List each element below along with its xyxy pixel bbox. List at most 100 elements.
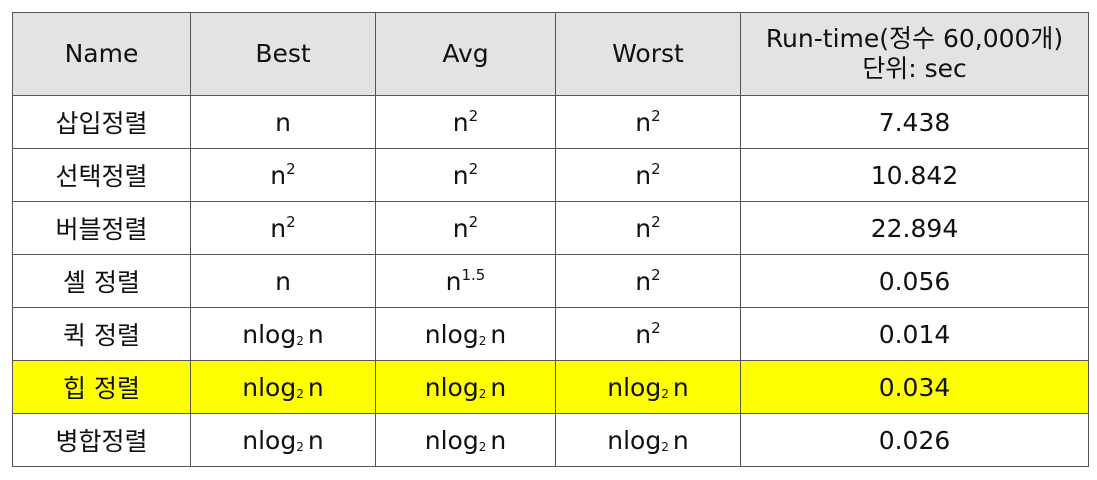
superscript: 2: [651, 213, 661, 231]
header-cell: Best: [190, 12, 376, 96]
subscript: 2: [478, 333, 487, 348]
cell-text: 0.014: [878, 319, 951, 349]
table-cell: 0.026: [740, 413, 1089, 467]
cell-text: nlog: [424, 372, 479, 402]
cell-text: 22.894: [870, 213, 959, 243]
header-line: 단위: sec: [862, 54, 967, 83]
subscript: 2: [296, 386, 304, 401]
table-cell: 삽입정렬: [12, 95, 191, 149]
cell-text: 0.034: [878, 372, 951, 402]
table-row: 셸 정렬 n n1.5 n2 0.056: [12, 254, 1089, 308]
cell-text: Best: [255, 39, 311, 68]
table-cell: nlog2 n: [375, 413, 556, 467]
cell-text: nlog: [424, 425, 479, 455]
cell-text: n: [307, 319, 324, 349]
cell-text: 0.056: [878, 266, 951, 296]
table-cell: 힙 정렬: [12, 360, 191, 414]
cell-text: n: [270, 214, 287, 243]
cell-text: n: [635, 267, 652, 296]
cell-text: 버블정렬: [55, 215, 148, 244]
table-cell: 22.894: [740, 201, 1089, 255]
cell-text: n: [445, 267, 462, 296]
table-cell: n: [190, 254, 376, 308]
table-cell: n: [190, 95, 376, 149]
superscript: 1.5: [461, 266, 486, 284]
table-cell: n2: [555, 201, 741, 255]
header-row: Name Best Avg Worst Run-time(정수 60,000개) 단위: …: [12, 12, 1089, 96]
cell-text: nlog: [242, 372, 297, 402]
table-cell: n2: [375, 148, 556, 202]
cell-text: n: [672, 372, 689, 402]
superscript: 2: [651, 319, 661, 337]
table-cell: nlog2 n: [190, 413, 376, 467]
table-cell: 퀵 정렬: [12, 307, 191, 361]
table-cell: nlog2 n: [190, 307, 376, 361]
superscript: 2: [468, 160, 479, 178]
table-cell: nlog2 n: [375, 307, 556, 361]
subscript: 2: [661, 439, 669, 454]
table-cell: n2: [555, 307, 741, 361]
superscript: 2: [651, 160, 661, 178]
cell-text: n: [307, 425, 324, 455]
table-cell: 0.056: [740, 254, 1089, 308]
cell-text: Worst: [612, 39, 684, 68]
table-cell: nlog2 n: [555, 413, 741, 467]
cell-text: Avg: [442, 39, 489, 68]
cell-text: n: [275, 107, 291, 137]
table-row: 버블정렬 n2 n2 n2 22.894: [12, 201, 1089, 255]
cell-text: nlog: [242, 425, 297, 455]
table-cell: 선택정렬: [12, 148, 191, 202]
table-cell: n1.5: [375, 254, 556, 308]
cell-text: n: [635, 108, 652, 137]
cell-text: 셸 정렬: [63, 268, 140, 297]
subscript: 2: [296, 333, 304, 348]
table-cell: n2: [555, 148, 741, 202]
cell-text: 삽입정렬: [55, 109, 148, 138]
cell-text: n: [635, 161, 652, 190]
cell-text: n: [672, 425, 689, 455]
subscript: 2: [661, 386, 669, 401]
table-cell: n2: [555, 254, 741, 308]
cell-text: n: [490, 319, 507, 349]
table-cell: nlog2 n: [190, 360, 376, 414]
table-row: 힙 정렬 nlog2 n nlog2 n nlog2 n 0.034: [12, 360, 1089, 414]
cell-text: 병합정렬: [55, 427, 148, 456]
sort-table: Name Best Avg Worst Run-time(정수 60,000개) 단위: …: [12, 12, 1089, 467]
cell-text: n: [452, 161, 469, 190]
cell-text: nlog: [242, 319, 297, 349]
header-cell: Run-time(정수 60,000개) 단위: sec: [740, 12, 1089, 96]
superscript: 2: [651, 107, 661, 125]
cell-text: nlog: [424, 319, 479, 349]
cell-text: n: [452, 214, 469, 243]
superscript: 2: [468, 107, 479, 125]
superscript: 2: [286, 160, 296, 178]
table-cell: n2: [555, 95, 741, 149]
superscript: 2: [468, 213, 479, 231]
cell-text: n: [490, 372, 507, 402]
table-row: 선택정렬 n2 n2 n2 10.842: [12, 148, 1089, 202]
table-cell: n2: [375, 95, 556, 149]
cell-text: 10.842: [870, 160, 959, 190]
header-cell: Avg: [375, 12, 556, 96]
cell-text: nlog: [607, 372, 662, 402]
cell-text: 선택정렬: [55, 162, 148, 191]
table-cell: n2: [375, 201, 556, 255]
table-cell: 0.034: [740, 360, 1089, 414]
table-cell: 버블정렬: [12, 201, 191, 255]
cell-text: 0.026: [878, 425, 951, 455]
table-cell: nlog2 n: [375, 360, 556, 414]
header-line: Run-time(정수 60,000개): [765, 24, 1064, 53]
table-cell: 7.438: [740, 95, 1089, 149]
cell-text: 7.438: [878, 107, 951, 137]
subscript: 2: [296, 439, 304, 454]
table-cell: n2: [190, 201, 376, 255]
subscript: 2: [478, 439, 487, 454]
superscript: 2: [286, 213, 296, 231]
cell-text: n: [452, 108, 469, 137]
cell-text: n: [275, 266, 291, 296]
table-cell: 10.842: [740, 148, 1089, 202]
superscript: 2: [651, 266, 661, 284]
table-row: 삽입정렬 n n2 n2 7.438: [12, 95, 1089, 149]
table-cell: 병합정렬: [12, 413, 191, 467]
